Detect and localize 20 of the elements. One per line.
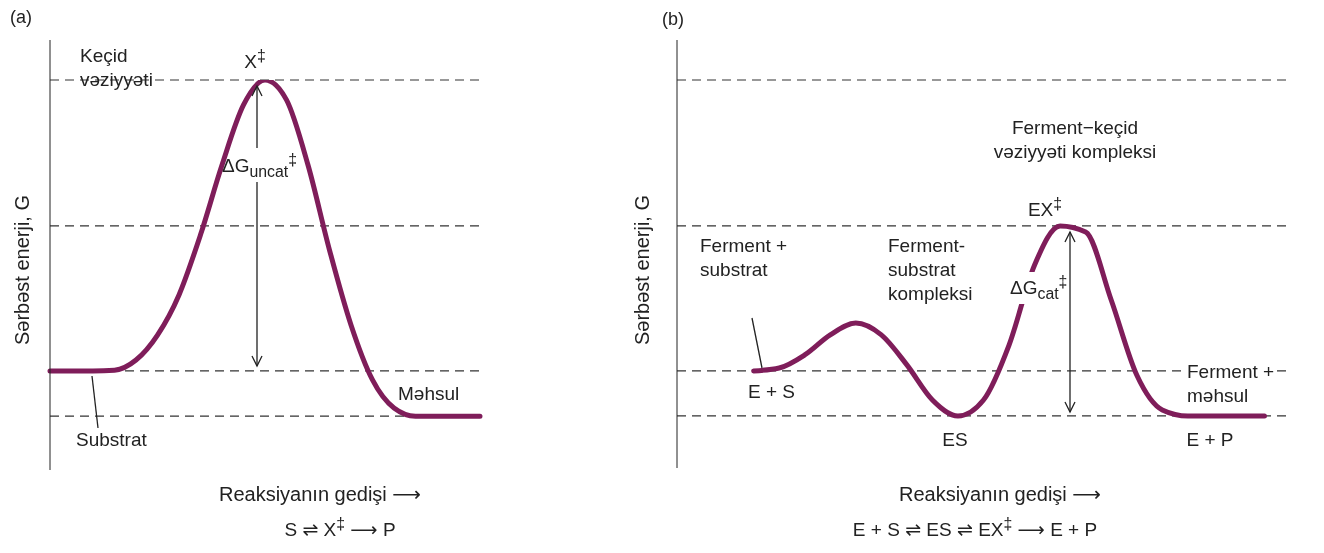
- x-axis-title: Reaksiyanın gedişi ⟶: [218, 482, 422, 507]
- annotation: Ferment + substrat: [700, 234, 788, 282]
- annotation: E + P: [1186, 428, 1234, 452]
- text: S ⇌ X$^{‡}$ ⟶ P: [284, 514, 396, 543]
- annotation: Keçid vəziyyəti: [80, 44, 153, 92]
- text: E + S ⇌ ES ⇌ EX$^{‡}$ ⟶ E + P: [852, 514, 1098, 543]
- annotation: ES: [942, 428, 968, 452]
- annotation: Məhsul: [398, 382, 460, 406]
- chart-title: (b): [662, 8, 684, 31]
- y-axis-title: Sərbəst enerji, G: [630, 194, 654, 346]
- annotation: Ferment + məhsul: [1185, 360, 1277, 408]
- text: Ferment−keçid vəziyyəti kompleksi: [993, 116, 1157, 164]
- annotation: Ferment- substrat kompleksi: [888, 234, 973, 306]
- annotation: E + S: [748, 380, 795, 404]
- text: EX$^{‡}$: [1027, 194, 1063, 223]
- chart-title: (a): [10, 6, 32, 29]
- annotation: Substrat: [76, 428, 147, 452]
- y-axis-title: Sərbəst enerji, G: [10, 194, 34, 346]
- x-axis-title: Reaksiyanın gedişi ⟶: [898, 482, 1102, 507]
- text: X$^{‡}$: [244, 46, 266, 75]
